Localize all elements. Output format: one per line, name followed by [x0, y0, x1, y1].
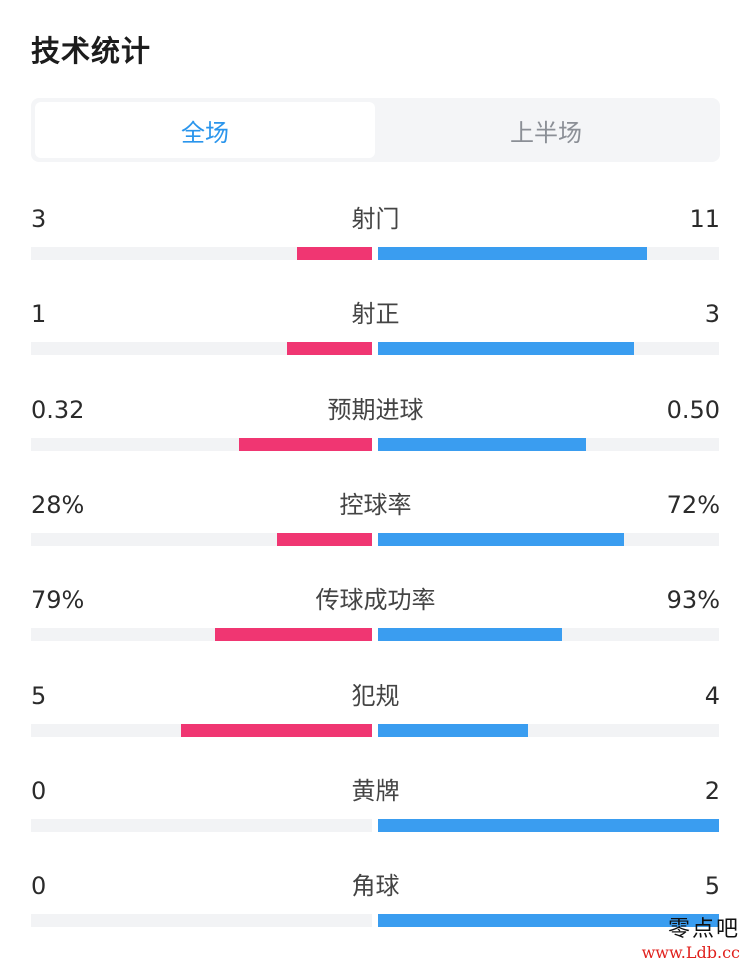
- page-title: 技术统计: [31, 34, 152, 68]
- stat-away-value: 72%: [666, 491, 720, 519]
- away-bar-track: [378, 914, 719, 927]
- away-bar: [378, 628, 563, 641]
- stat-row: 0 角球 5: [31, 871, 720, 941]
- home-bar-track: [31, 533, 372, 546]
- stat-home-value: 79%: [31, 586, 85, 614]
- home-bar-track: [31, 724, 372, 737]
- away-bar-track: [378, 247, 719, 260]
- stat-row: 0 黄牌 2: [31, 776, 720, 846]
- stat-label: 黄牌: [351, 777, 400, 805]
- home-bar-track: [31, 914, 372, 927]
- away-bar-track: [378, 628, 719, 641]
- away-bar-track: [378, 724, 719, 737]
- stat-home-value: 1: [31, 300, 47, 328]
- stat-label: 预期进球: [327, 396, 424, 424]
- stat-away-value: 11: [689, 205, 720, 233]
- home-bar: [239, 438, 372, 451]
- stat-home-value: 28%: [31, 491, 85, 519]
- away-bar: [378, 914, 719, 927]
- stat-away-value: 0.50: [666, 396, 720, 424]
- away-bar-track: [378, 533, 719, 546]
- home-bar: [276, 533, 372, 546]
- stat-home-value: 0.32: [31, 396, 85, 424]
- away-bar: [378, 533, 624, 546]
- stat-row: 79% 传球成功率 93%: [31, 585, 720, 655]
- home-bar-track: [31, 438, 372, 451]
- stat-away-value: 2: [704, 777, 720, 805]
- tab-first-half[interactable]: 上半场: [510, 118, 582, 147]
- away-bar-track: [378, 438, 719, 451]
- stat-away-value: 3: [704, 300, 720, 328]
- home-bar-track: [31, 819, 372, 832]
- watermark: 零点吧 www.Ldb.cc: [642, 911, 740, 962]
- away-bar: [378, 438, 586, 451]
- stat-row: 1 射正 3: [31, 299, 720, 369]
- stat-label: 射正: [351, 300, 400, 328]
- stat-away-value: 5: [704, 872, 720, 900]
- stat-home-value: 3: [31, 205, 47, 233]
- stat-label: 控球率: [339, 491, 412, 519]
- home-bar-track: [31, 342, 372, 355]
- stat-row: 0.32 预期进球 0.50: [31, 395, 720, 465]
- home-bar-track: [31, 628, 372, 641]
- away-bar: [378, 247, 648, 260]
- watermark-url: www.Ldb.cc: [641, 943, 740, 962]
- home-bar: [215, 628, 372, 641]
- away-bar-track: [378, 342, 719, 355]
- period-tabs: 全场 上半场: [31, 98, 720, 162]
- stat-away-value: 93%: [666, 586, 720, 614]
- home-bar-track: [31, 247, 372, 260]
- away-bar-track: [378, 819, 719, 832]
- away-bar: [378, 724, 529, 737]
- stat-home-value: 0: [31, 872, 47, 900]
- home-bar: [181, 724, 372, 737]
- stat-row: 3 射门 11: [31, 204, 720, 274]
- home-bar: [296, 247, 372, 260]
- watermark-brand: 零点吧: [667, 917, 740, 942]
- stat-label: 角球: [351, 872, 400, 900]
- stat-row: 28% 控球率 72%: [31, 490, 720, 560]
- away-bar: [378, 342, 634, 355]
- stat-away-value: 4: [704, 682, 720, 710]
- stat-label: 射门: [351, 205, 400, 233]
- stat-home-value: 0: [31, 777, 47, 805]
- stat-label: 传球成功率: [315, 586, 436, 614]
- stat-label: 犯规: [351, 682, 400, 710]
- home-bar: [286, 342, 372, 355]
- stat-home-value: 5: [31, 682, 47, 710]
- away-bar: [378, 819, 719, 832]
- tab-full-match[interactable]: 全场: [35, 102, 375, 158]
- stat-row: 5 犯规 4: [31, 681, 720, 751]
